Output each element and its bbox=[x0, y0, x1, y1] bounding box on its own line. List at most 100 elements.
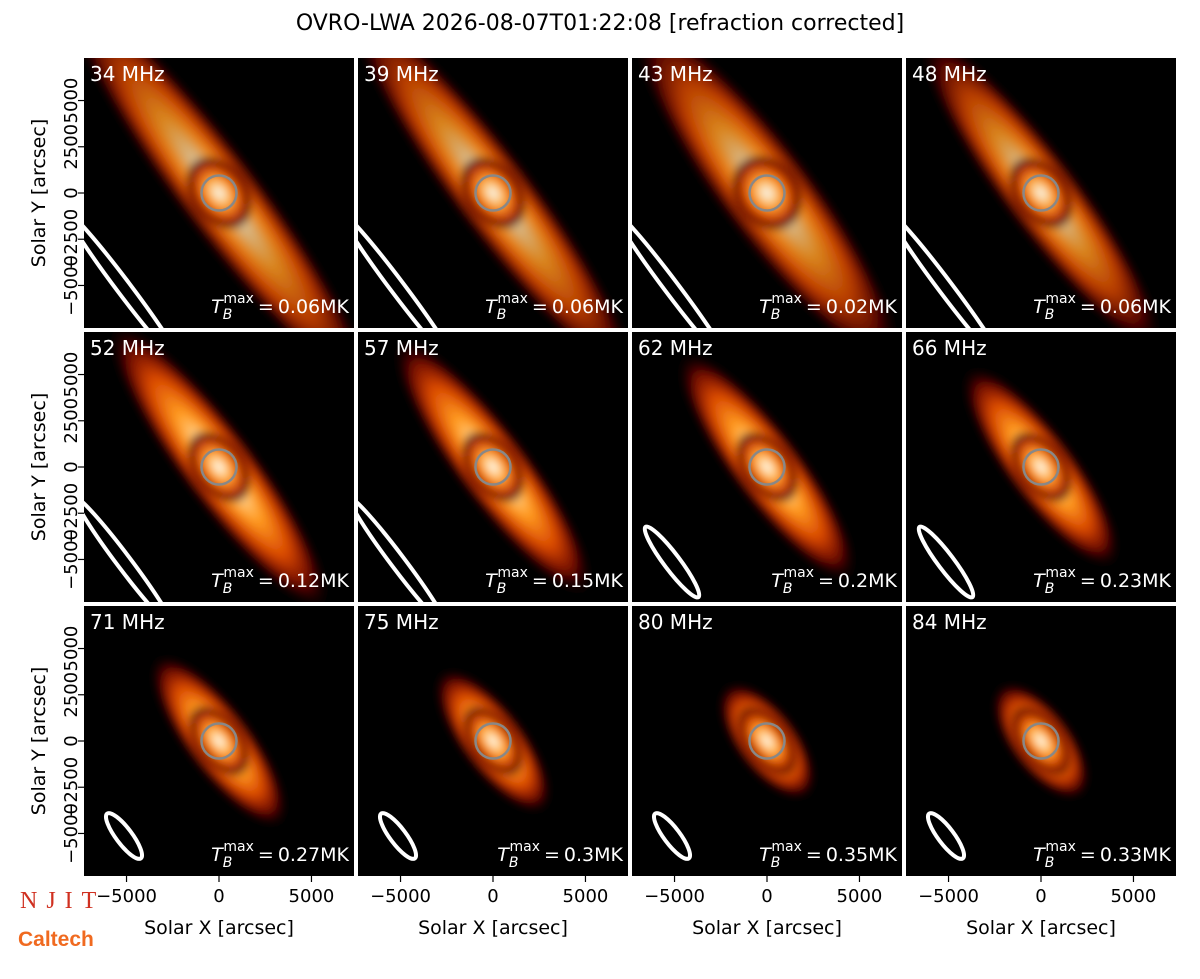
x-axis-label: Solar X [arcsec] bbox=[966, 917, 1116, 939]
tmax-label: TBmax = 0.06MK bbox=[211, 291, 349, 323]
panel: 39 MHz TBmax = 0.06MK bbox=[358, 58, 628, 328]
frequency-label: 43 MHz bbox=[638, 62, 713, 86]
tmax-equals: = bbox=[258, 844, 274, 866]
solar-disk bbox=[200, 448, 238, 486]
tmax-sup: max bbox=[223, 291, 254, 307]
tmax-sup: max bbox=[223, 565, 254, 581]
tmax-value: 0.02MK bbox=[826, 296, 898, 318]
tmax-sup: max bbox=[771, 839, 802, 855]
y-tick-label: 5000 bbox=[61, 626, 82, 672]
tmax-label: TBmax = 0.3MK bbox=[497, 839, 623, 871]
tmax-equals: = bbox=[1080, 844, 1096, 866]
tmax-sub: B bbox=[771, 855, 781, 871]
tmax-symbol: T bbox=[485, 296, 498, 318]
tmax-label: TBmax = 0.23MK bbox=[1033, 565, 1171, 597]
radio-image bbox=[925, 681, 1091, 861]
radio-image bbox=[651, 681, 817, 861]
tmax-equals: = bbox=[532, 570, 548, 592]
y-tick-label: 5000 bbox=[61, 352, 82, 398]
y-tick-label: −5000 bbox=[61, 255, 82, 316]
radio-image bbox=[377, 667, 553, 861]
tmax-sup: max bbox=[1045, 565, 1076, 581]
tmax-equals: = bbox=[258, 570, 274, 592]
tmax-value: 0.27MK bbox=[278, 844, 350, 866]
x-tick-label: −5000 bbox=[96, 886, 157, 907]
radio-image bbox=[103, 653, 289, 861]
x-tick-label: 5000 bbox=[1111, 886, 1157, 907]
tmax-equals: = bbox=[532, 296, 548, 318]
frequency-label: 66 MHz bbox=[912, 336, 987, 360]
tmax-sub: B bbox=[223, 855, 233, 871]
tmax-symbol: T bbox=[1033, 570, 1046, 592]
tmax-value: 0.15MK bbox=[552, 570, 624, 592]
tmax-sup: max bbox=[509, 839, 540, 855]
x-tick-label: 5000 bbox=[837, 886, 883, 907]
radio-image bbox=[642, 351, 858, 600]
tmax-label: TBmax = 0.06MK bbox=[1033, 291, 1171, 323]
frequency-label: 71 MHz bbox=[90, 610, 165, 634]
beam bbox=[84, 210, 184, 328]
frequency-label: 39 MHz bbox=[364, 62, 439, 86]
x-axis-label: Solar X [arcsec] bbox=[144, 917, 294, 939]
tmax-value: 0.2MK bbox=[838, 570, 898, 592]
beam bbox=[916, 524, 976, 600]
tmax-label: TBmax = 0.15MK bbox=[485, 565, 623, 597]
y-tick-label: −2500 bbox=[61, 757, 82, 818]
beam bbox=[84, 495, 175, 602]
solar-disk bbox=[1022, 448, 1060, 486]
y-tick-label: −5000 bbox=[61, 803, 82, 864]
x-tick-label: 5000 bbox=[563, 886, 609, 907]
beam bbox=[925, 811, 967, 861]
tmax-label: TBmax = 0.35MK bbox=[759, 839, 897, 871]
tmax-label: TBmax = 0.2MK bbox=[771, 565, 897, 597]
beam bbox=[642, 524, 702, 600]
x-axis-label: Solar X [arcsec] bbox=[418, 917, 568, 939]
y-tick-label: 2500 bbox=[61, 398, 82, 444]
tmax-sub: B bbox=[783, 581, 793, 597]
solar-disk bbox=[200, 174, 238, 212]
tmax-symbol: T bbox=[759, 844, 772, 866]
x-tick-label: 0 bbox=[761, 886, 772, 907]
tmax-value: 0.12MK bbox=[278, 570, 350, 592]
x-axis-label: Solar X [arcsec] bbox=[692, 917, 842, 939]
x-tick-label: 0 bbox=[213, 886, 224, 907]
y-tick-label: 0 bbox=[61, 735, 82, 746]
x-tick-label: 0 bbox=[1035, 886, 1046, 907]
beam bbox=[906, 210, 1006, 328]
tmax-label: TBmax = 0.06MK bbox=[485, 291, 623, 323]
tmax-sub: B bbox=[497, 581, 507, 597]
tmax-label: TBmax = 0.27MK bbox=[211, 839, 349, 871]
radio-image bbox=[84, 58, 354, 328]
panel: 71 MHz TBmax = 0.27MK −5000 0 5000 Solar X [arc… bbox=[28, 606, 354, 939]
frequency-label: 52 MHz bbox=[90, 336, 165, 360]
tmax-value: 0.06MK bbox=[1100, 296, 1172, 318]
panel: 57 MHz TBmax = 0.15MK bbox=[358, 332, 628, 602]
solar-disk bbox=[474, 722, 512, 760]
beam bbox=[358, 495, 449, 602]
y-tick-label: −2500 bbox=[61, 483, 82, 544]
beam bbox=[377, 811, 419, 861]
panel: 48 MHz TBmax = 0.06MK bbox=[906, 58, 1176, 328]
tmax-sub: B bbox=[1045, 855, 1055, 871]
panel: 62 MHz TBmax = 0.2MK bbox=[632, 332, 902, 602]
beam bbox=[632, 210, 732, 328]
tmax-symbol: T bbox=[211, 844, 224, 866]
tmax-sup: max bbox=[497, 291, 528, 307]
y-tick-label: −5000 bbox=[61, 529, 82, 590]
frequency-label: 62 MHz bbox=[638, 336, 713, 360]
tmax-sup: max bbox=[1045, 291, 1076, 307]
panel: 80 MHz TBmax = 0.35MK −5000 0 5000 Solar X [arc… bbox=[632, 606, 902, 939]
tmax-sup: max bbox=[783, 565, 814, 581]
y-tick-label: 2500 bbox=[61, 124, 82, 170]
tmax-equals: = bbox=[818, 570, 834, 592]
tmax-equals: = bbox=[806, 844, 822, 866]
y-axis-label: Solar Y [arcsec] bbox=[28, 119, 50, 267]
figure-title: OVRO-LWA 2026-08-07T01:22:08 [refraction… bbox=[296, 11, 904, 36]
tmax-symbol: T bbox=[771, 570, 784, 592]
y-tick-label: 0 bbox=[61, 461, 82, 472]
tmax-sub: B bbox=[223, 307, 233, 323]
tmax-symbol: T bbox=[1033, 296, 1046, 318]
y-tick-label: 0 bbox=[61, 187, 82, 198]
